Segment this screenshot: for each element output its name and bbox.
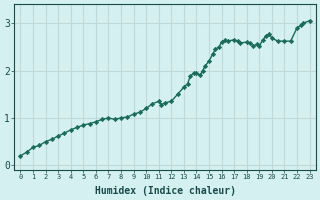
X-axis label: Humidex (Indice chaleur): Humidex (Indice chaleur) bbox=[94, 186, 236, 196]
